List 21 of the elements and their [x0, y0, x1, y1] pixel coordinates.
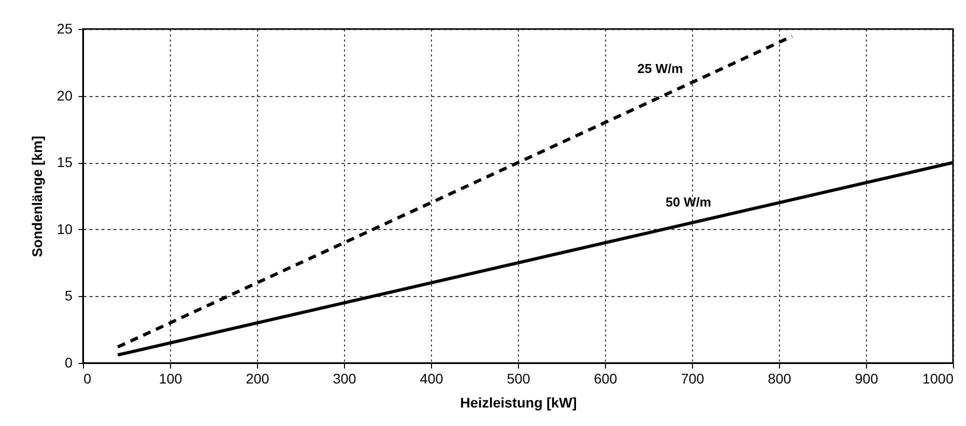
y-tick-label: 20 — [56, 87, 73, 104]
x-tick-label: 100 — [158, 370, 182, 386]
x-tick-label: 600 — [594, 370, 618, 386]
x-tick-label: 500 — [506, 370, 530, 386]
x-tick-label: 800 — [768, 370, 792, 386]
series-label: 25 W/m — [637, 60, 683, 76]
x-tick-label: 700 — [680, 370, 704, 386]
series-label: 50 W/m — [666, 194, 712, 210]
x-tick-label: 0 — [84, 370, 92, 386]
x-tick-label: 1000 — [922, 370, 954, 386]
x-tick-label: 300 — [332, 370, 356, 386]
y-tick-label: 10 — [56, 220, 73, 237]
y-tick-label: 0 — [64, 354, 73, 370]
x-tick-label: 400 — [420, 370, 444, 386]
y-tick-label: 5 — [64, 288, 73, 304]
y-tick-label: 15 — [56, 154, 73, 170]
x-tick-label: 900 — [854, 370, 878, 386]
y-tick-label: 25 — [56, 20, 73, 36]
x-tick-label: 200 — [246, 370, 270, 386]
y-axis-title: Sondenlänge [km] — [28, 136, 45, 258]
x-axis-title: Heizleistung [kW] — [460, 394, 577, 410]
